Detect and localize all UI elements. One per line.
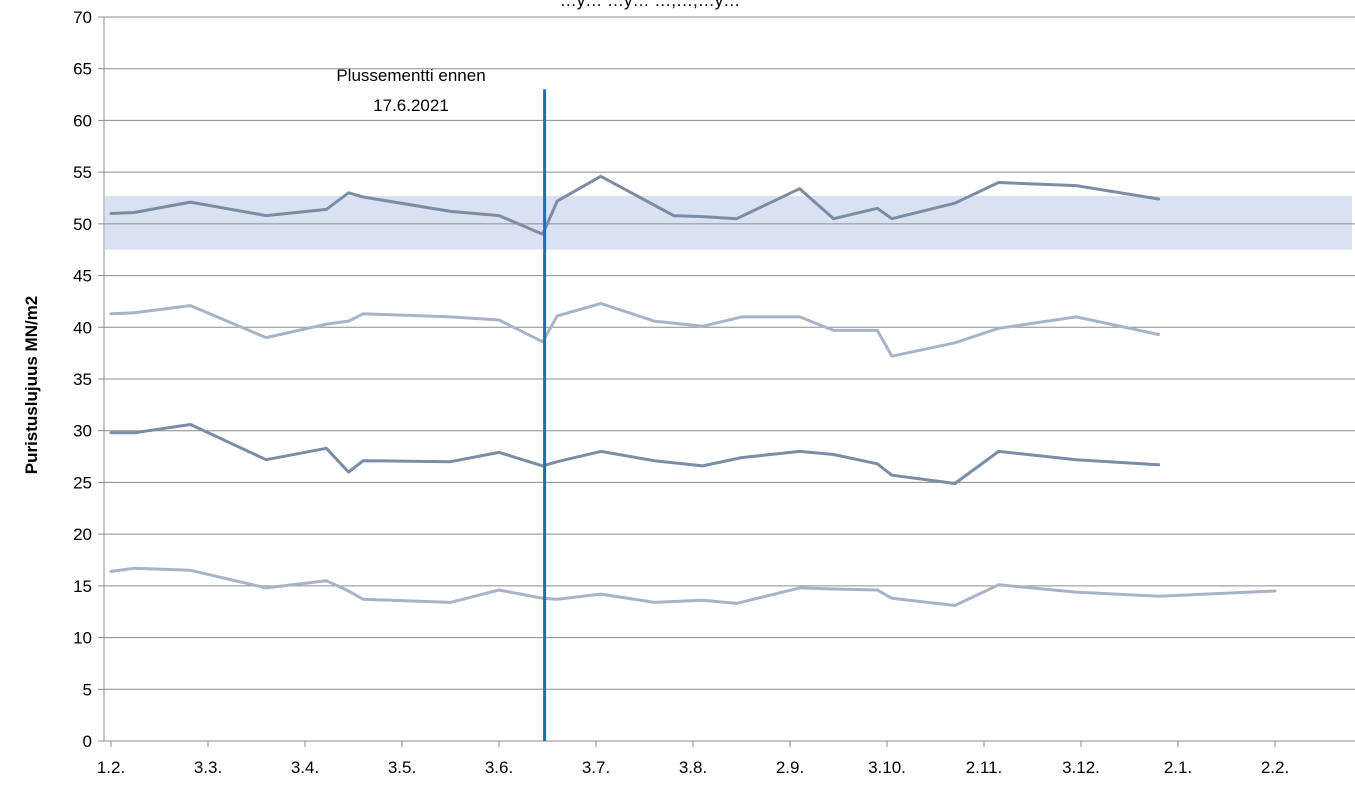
chart-title: …y… …y… …,…,…y… <box>560 0 740 10</box>
target-band <box>105 195 1352 250</box>
annotation-text-line: 17.6.2021 <box>373 96 449 115</box>
y-tick-label: 10 <box>73 629 92 648</box>
x-tick-label: 3.7. <box>582 758 610 777</box>
y-tick-label: 35 <box>73 370 92 389</box>
x-tick-label: 2.9. <box>776 758 804 777</box>
x-tick-label: 1.2. <box>97 758 125 777</box>
x-tick-label: 3.8. <box>679 758 707 777</box>
series-line-2 <box>109 302 1161 358</box>
y-tick-label: 25 <box>73 473 92 492</box>
x-tick-label: 2.1. <box>1164 758 1192 777</box>
annotation-text-line: Plussementti ennen <box>336 66 485 85</box>
x-tick-label: 3.5. <box>388 758 416 777</box>
y-tick-label: 15 <box>73 577 92 596</box>
y-tick-label: 5 <box>83 680 92 699</box>
y-tick-label: 55 <box>73 163 92 182</box>
y-tick-label: 45 <box>73 267 92 286</box>
series-line-4 <box>109 566 1277 607</box>
x-tick-label: 3.10. <box>868 758 906 777</box>
y-tick-label: 0 <box>83 732 92 751</box>
x-tick-label: 2.11. <box>966 758 1003 777</box>
x-tick-label: 3.6. <box>485 758 513 777</box>
series-line-3 <box>109 423 1161 485</box>
series-line-1 <box>109 174 1161 236</box>
y-tick-label: 30 <box>73 422 92 441</box>
y-tick-label: 70 <box>73 8 92 27</box>
x-tick-label: 3.4. <box>291 758 319 777</box>
y-axis-title: Puristuslujuus MN/m2 <box>22 296 41 475</box>
y-tick-label: 50 <box>73 215 92 234</box>
y-tick-label: 20 <box>73 525 92 544</box>
y-tick-label: 40 <box>73 318 92 337</box>
x-tick-label: 3.3. <box>194 758 222 777</box>
y-tick-label: 60 <box>73 111 92 130</box>
x-tick-label: 3.12. <box>1062 758 1100 777</box>
y-tick-label: 65 <box>73 60 92 79</box>
x-tick-label: 2.2. <box>1261 758 1289 777</box>
